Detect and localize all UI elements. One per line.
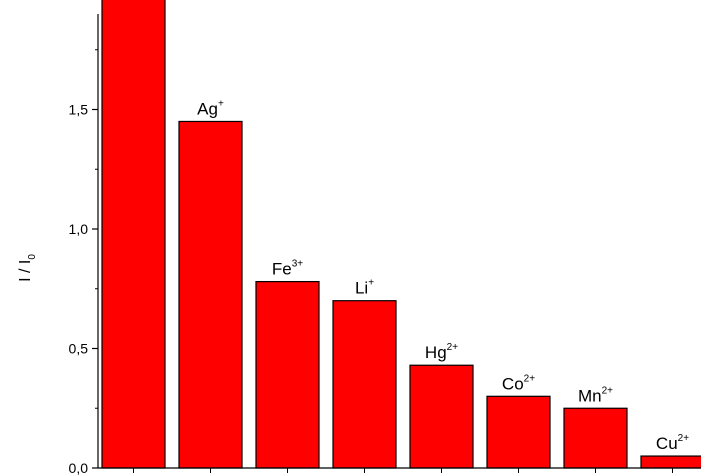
bar-label-co: Co2+ <box>502 373 535 393</box>
bar-hg <box>409 364 474 469</box>
bar-label-fe: Fe3+ <box>272 259 303 279</box>
bar-label-ion-ag: Ag <box>197 99 218 118</box>
bar-label-ion-fe: Fe <box>272 260 292 279</box>
bar-label-charge-fe: 3+ <box>292 259 304 270</box>
bar-label-ag: Ag+ <box>197 98 224 118</box>
bar-li <box>332 300 397 469</box>
bar-mn <box>563 407 628 469</box>
y-axis-title-text: I / I0 <box>17 254 38 282</box>
bar-label-li: Li+ <box>355 278 374 298</box>
bar-label-hg: Hg2+ <box>425 342 458 362</box>
bar-label-ion-hg: Hg <box>425 343 447 362</box>
y-axis: 0,00,51,01,52,02,53,03,5 <box>69 14 99 475</box>
bar-label-charge-cu: 2+ <box>678 433 690 444</box>
bar-label-ion-mn: Mn <box>578 386 602 405</box>
bar-ag <box>178 120 243 469</box>
y-tick-label: 0,5 <box>69 341 89 357</box>
y-axis-title-base: I / I <box>17 260 34 282</box>
y-tick-label: 0,0 <box>69 460 89 475</box>
bar-label-cu: Cu2+ <box>656 433 689 453</box>
bar-label-charge-co: 2+ <box>524 373 536 384</box>
bar-cu <box>640 455 701 469</box>
bar-label-charge-hg: 2+ <box>447 342 459 353</box>
bar-label-ion-li: Li <box>355 279 368 298</box>
bar-label-charge-li: + <box>368 278 374 289</box>
bar-label-ion-co: Co <box>502 374 524 393</box>
y-tick-label: 1,5 <box>69 102 89 118</box>
y-axis-title-subscript: 0 <box>27 254 38 260</box>
bars-group: Zn2+Ag+Fe3+Li+Hg2+Co2+Mn2+Cu2+ <box>101 0 701 469</box>
x-axis <box>98 467 701 473</box>
bar-zn <box>101 0 166 469</box>
y-axis-title: I / I0 <box>17 254 38 282</box>
bar-label-charge-ag: + <box>218 98 224 109</box>
bar-label-mn: Mn2+ <box>578 385 613 405</box>
y-tick-label: 1,0 <box>69 221 89 237</box>
bar-fe <box>255 280 320 469</box>
bar-co <box>486 395 551 469</box>
bar-label-ion-cu: Cu <box>656 434 678 453</box>
bar-label-charge-mn: 2+ <box>602 385 614 396</box>
